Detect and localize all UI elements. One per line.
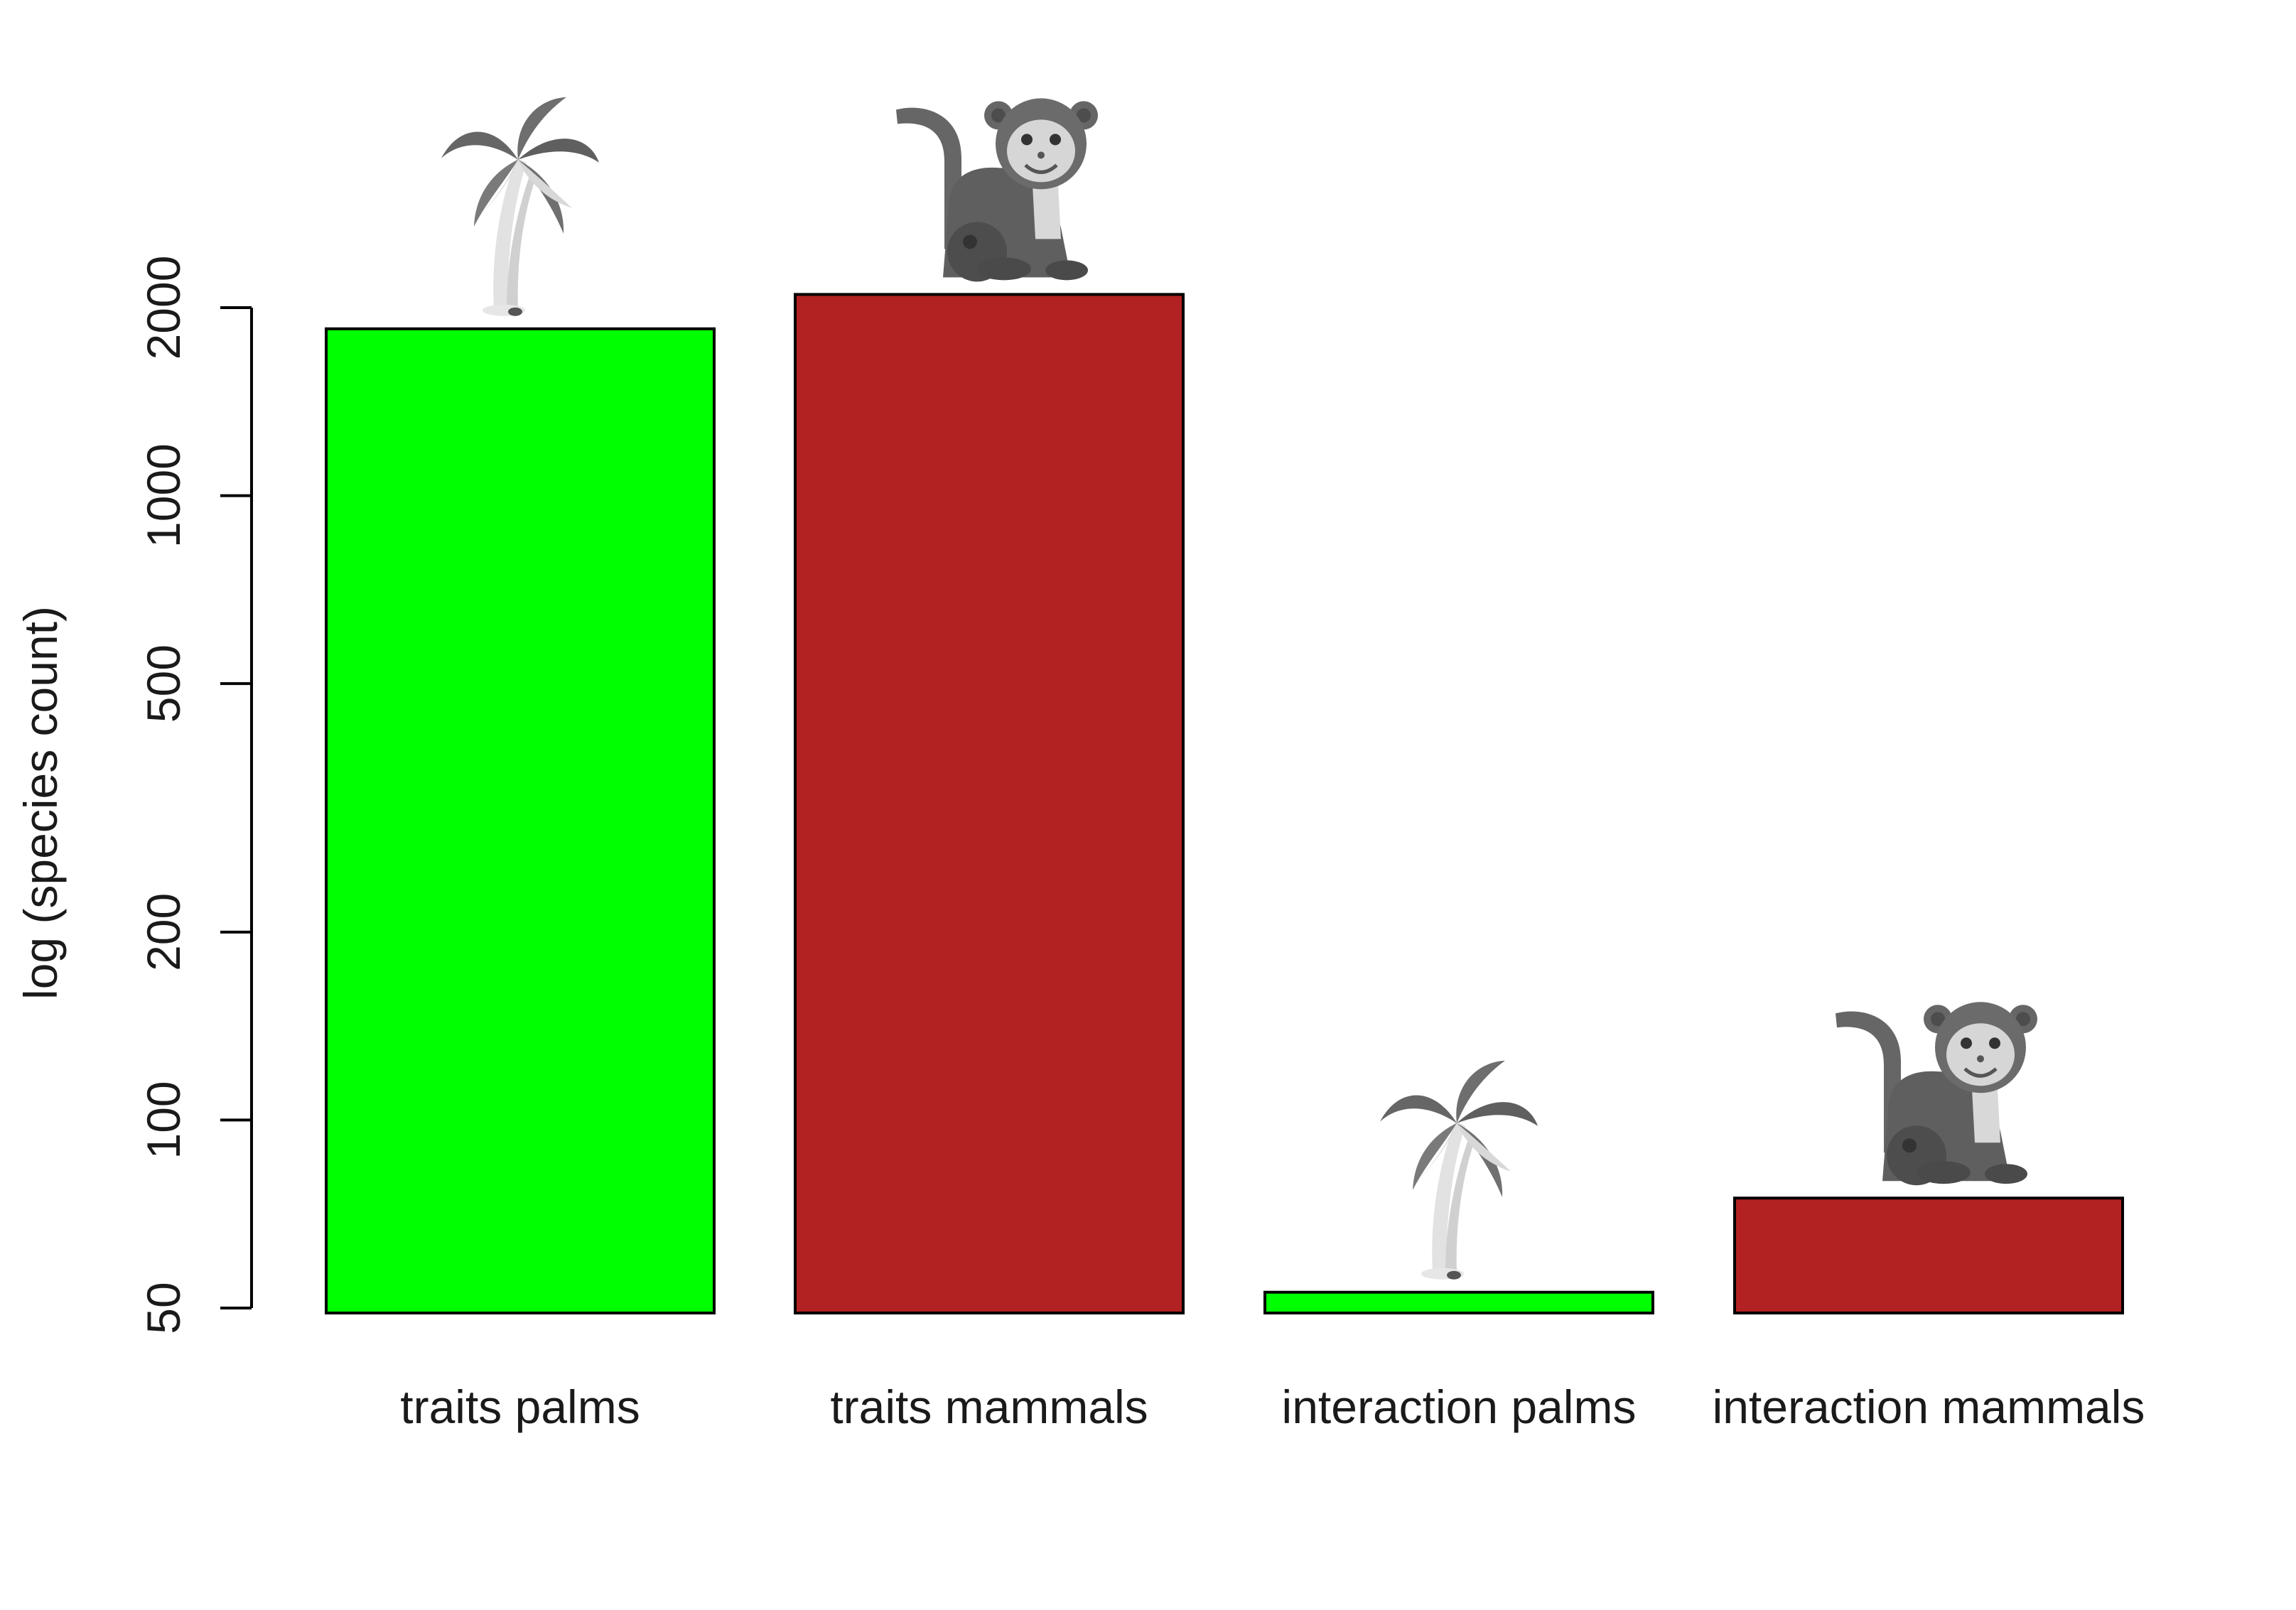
monkey-icon (1836, 1002, 2037, 1185)
y-axis: 50 100 200 500 1000 2000 (137, 256, 253, 1334)
x-tick-label: traits palms (400, 1381, 640, 1433)
palm-tree-icon (441, 97, 599, 316)
y-tick-label: 50 (137, 1282, 190, 1334)
bar-interaction-mammals (1733, 1196, 2124, 1314)
x-tick-label: interaction palms (1282, 1381, 1637, 1433)
y-tick-label: 100 (137, 1081, 190, 1159)
palm-tree-icon (1380, 1060, 1538, 1280)
y-tick-label: 2000 (137, 256, 190, 360)
y-tick-label: 1000 (137, 443, 190, 548)
monkey-icon (896, 98, 1098, 281)
x-tick-labels: traits palms traits mammals interaction pa… (400, 1381, 2145, 1433)
bar-interaction-palms (1263, 1290, 1654, 1315)
y-axis-label: log (species count) (14, 606, 67, 1000)
bar-traits-mammals (794, 293, 1185, 1314)
x-tick-label: interaction mammals (1713, 1381, 2145, 1433)
bar-layer (325, 293, 2124, 1315)
bar-traits-palms (325, 327, 716, 1314)
y-tick-label: 500 (137, 644, 190, 723)
x-tick-label: traits mammals (830, 1381, 1148, 1433)
y-tick-label: 200 (137, 893, 190, 971)
